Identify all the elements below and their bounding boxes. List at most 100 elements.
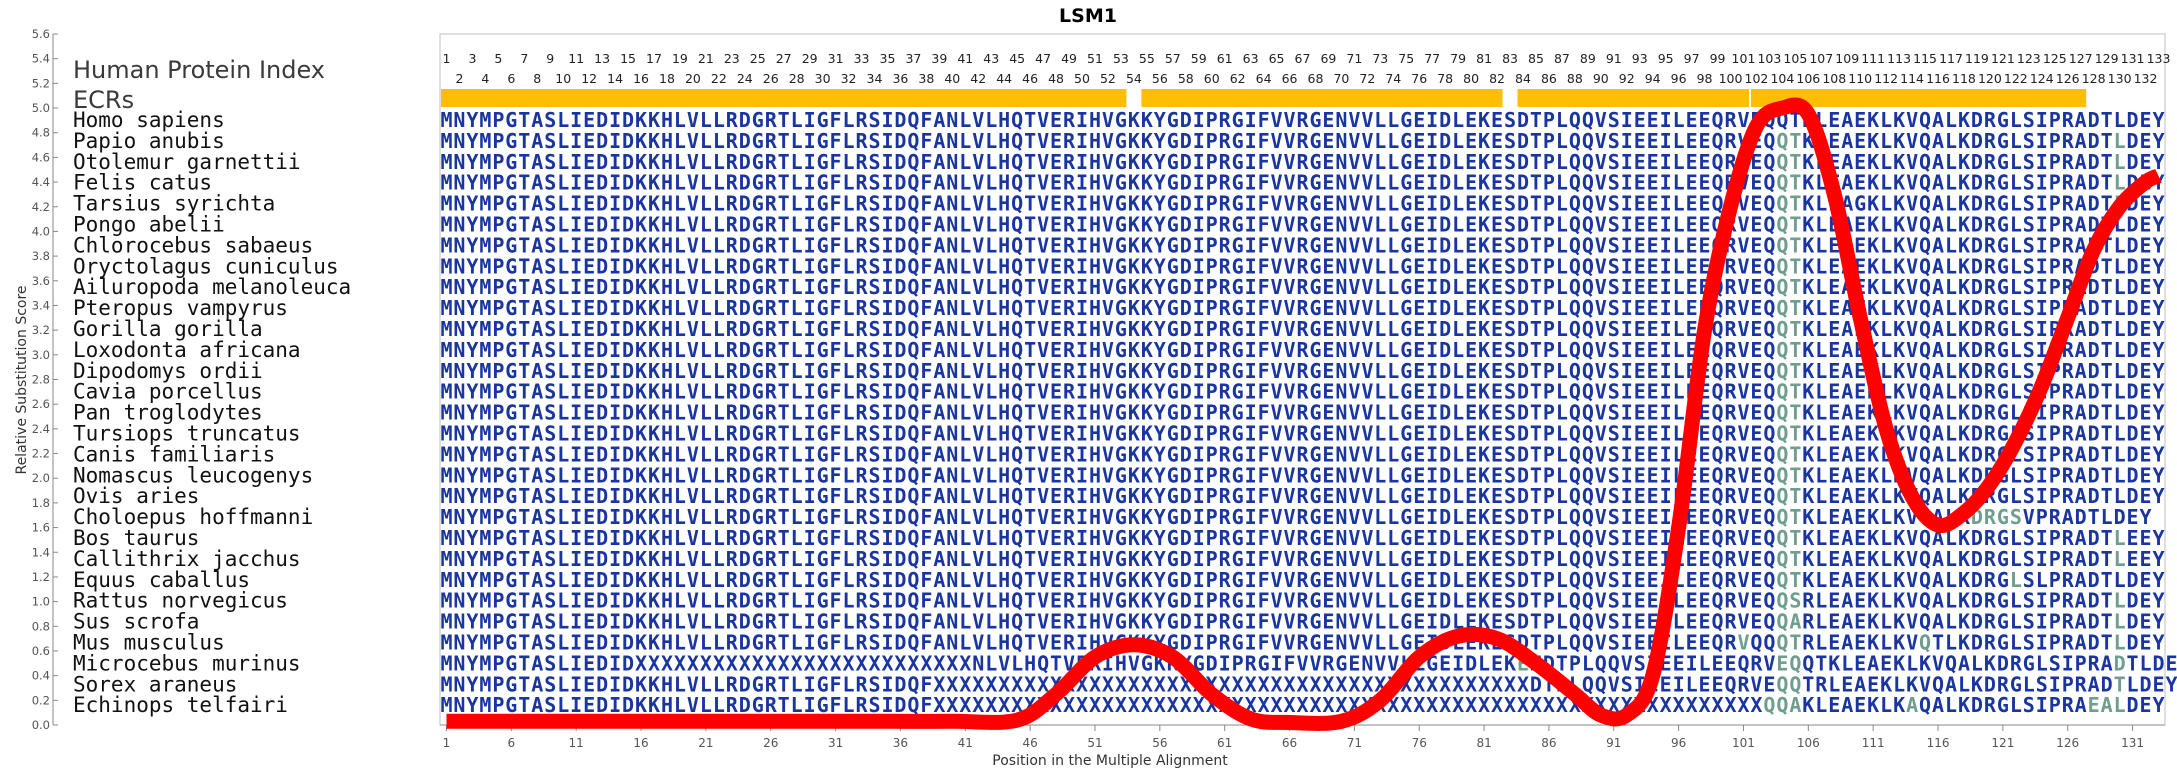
- position-number: 60: [1204, 71, 1220, 86]
- residue: I: [804, 693, 816, 717]
- residue: L: [2010, 150, 2022, 174]
- residue: V: [1037, 192, 1049, 216]
- residue: E: [1686, 129, 1698, 153]
- residue: A: [933, 150, 945, 174]
- residue: E: [2140, 693, 2152, 717]
- residue: G: [1167, 254, 1179, 278]
- residue: Q: [1011, 254, 1023, 278]
- residue: Q: [1011, 129, 1023, 153]
- y-tick-label: 5.2: [32, 76, 50, 90]
- residue: R: [1296, 213, 1309, 237]
- residue: E: [1699, 108, 1711, 132]
- residue: L: [1945, 171, 1957, 195]
- residue: E: [1465, 296, 1477, 320]
- residue: I: [570, 275, 582, 299]
- residue: K: [635, 693, 647, 717]
- residue: P: [1543, 233, 1555, 257]
- residue: L: [959, 213, 971, 237]
- residue: E: [583, 129, 595, 153]
- residue: I: [609, 150, 621, 174]
- residue: G: [752, 233, 764, 257]
- residue: L: [1452, 108, 1464, 132]
- residue: G: [505, 129, 517, 153]
- residue: A: [933, 233, 945, 257]
- residue: V: [1271, 108, 1283, 132]
- residue: N: [946, 296, 958, 320]
- residue: V: [687, 296, 699, 320]
- residue: L: [2114, 275, 2126, 299]
- species-label: Canis familiaris: [73, 442, 275, 466]
- position-number: 127: [2069, 51, 2093, 66]
- residue: P: [1206, 254, 1218, 278]
- residue: L: [713, 275, 725, 299]
- residue: L: [791, 171, 803, 195]
- residue: E: [1413, 296, 1425, 320]
- residue: V: [1271, 254, 1283, 278]
- residue: I: [1193, 150, 1205, 174]
- residue: G: [1400, 296, 1412, 320]
- residue: D: [1517, 296, 1529, 320]
- residue: X: [1724, 693, 1736, 717]
- residue: L: [2114, 150, 2126, 174]
- x-tick-label: 46: [1022, 736, 1037, 750]
- residue: G: [1167, 108, 1179, 132]
- residue: L: [2010, 254, 2022, 278]
- x-tick-label: 16: [633, 736, 648, 750]
- residue: D: [2127, 150, 2139, 174]
- residue: D: [2127, 693, 2139, 717]
- residue: T: [2101, 150, 2113, 174]
- residue: H: [1089, 192, 1101, 216]
- residue: R: [726, 192, 739, 216]
- position-number: 126: [2056, 71, 2080, 86]
- residue: I: [881, 254, 893, 278]
- residue: K: [1867, 233, 1879, 257]
- residue: P: [1543, 254, 1555, 278]
- residue: I: [2036, 213, 2048, 237]
- x-tick-label: 6: [508, 736, 516, 750]
- residue: L: [959, 192, 971, 216]
- residue: Y: [1154, 254, 1166, 278]
- residue: I: [609, 129, 621, 153]
- residue: R: [1063, 275, 1076, 299]
- residue: R: [855, 296, 868, 320]
- residue: A: [1841, 171, 1853, 195]
- residue: G: [1997, 254, 2009, 278]
- residue: M: [479, 296, 491, 320]
- residue: A: [1932, 254, 1944, 278]
- position-number: 48: [1048, 71, 1064, 86]
- residue: E: [1465, 108, 1477, 132]
- position-number: 97: [1684, 51, 1700, 66]
- residue: R: [1296, 150, 1309, 174]
- residue: Y: [466, 192, 478, 216]
- residue: K: [1141, 233, 1153, 257]
- residue: E: [1647, 213, 1659, 237]
- residue: L: [557, 296, 569, 320]
- species-label: Dipodomys ordii: [73, 359, 263, 383]
- residue: K: [1141, 171, 1153, 195]
- residue: L: [1815, 296, 1827, 320]
- residue: Y: [466, 275, 478, 299]
- residue: Y: [2152, 254, 2164, 278]
- residue: S: [544, 108, 556, 132]
- x-tick-label: 71: [1347, 736, 1362, 750]
- species-label: Pteropus vampyrus: [73, 296, 288, 320]
- residue: L: [959, 233, 971, 257]
- residue: V: [1361, 233, 1373, 257]
- residue: F: [920, 693, 932, 717]
- residue: R: [855, 192, 868, 216]
- residue: K: [1802, 693, 1814, 717]
- residue: A: [933, 171, 945, 195]
- alignment-row: MNYMPGTASLIEDIDKKHLVLLRDGRTLIGFLRSIDQFAN…: [440, 317, 2164, 341]
- residue: D: [596, 129, 608, 153]
- residue: D: [894, 129, 906, 153]
- residue: G: [1997, 275, 2009, 299]
- x-tick-label: 96: [1671, 736, 1686, 750]
- residue: V: [972, 233, 984, 257]
- position-number: 121: [1991, 51, 2015, 66]
- residue: L: [2010, 192, 2022, 216]
- x-tick-label: 86: [1541, 736, 1556, 750]
- residue: Q: [907, 233, 919, 257]
- residue: I: [881, 150, 893, 174]
- residue: Q: [907, 108, 919, 132]
- residue: D: [596, 213, 608, 237]
